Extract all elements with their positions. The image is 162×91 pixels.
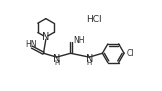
Text: N: N [86, 54, 93, 64]
Text: HCl: HCl [86, 15, 102, 24]
Text: HN: HN [25, 40, 37, 49]
Text: N: N [53, 54, 60, 64]
Text: N: N [42, 32, 50, 42]
Text: Cl: Cl [126, 49, 134, 58]
Text: H: H [54, 60, 59, 66]
Text: NH: NH [74, 36, 85, 45]
Text: H: H [87, 60, 92, 66]
